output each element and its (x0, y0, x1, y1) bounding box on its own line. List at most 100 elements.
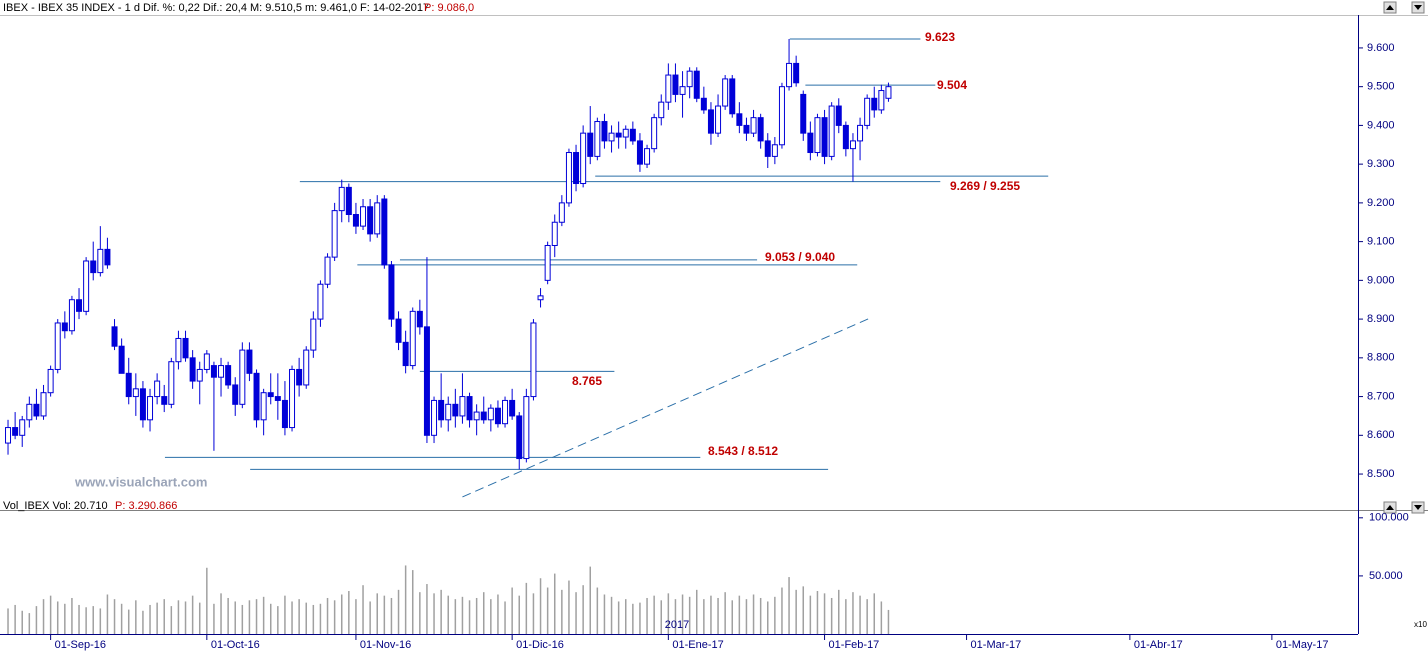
y-tick-label: 100.000 (1369, 512, 1409, 524)
candle-body (700, 97, 707, 111)
candle-body (374, 202, 381, 235)
candle-body (743, 124, 750, 134)
volume-bar (589, 566, 591, 634)
candle-body (76, 299, 83, 312)
candle-body (715, 105, 722, 134)
candle-body (12, 427, 19, 436)
candle-body (225, 365, 232, 386)
volume-bar (745, 599, 748, 634)
volume-bar (42, 599, 45, 634)
volume-bar (262, 596, 265, 634)
volume-axis-note: x10 (1414, 620, 1427, 629)
candle-body (871, 97, 878, 111)
volume-bar (525, 582, 528, 634)
candle-body (835, 105, 842, 126)
candle-body (54, 322, 61, 370)
candle-body (104, 248, 111, 266)
volume-bar (774, 596, 776, 634)
volume-bar (674, 599, 677, 634)
y-tick-label: 8.600 (1367, 429, 1395, 441)
scroll-up-icon (1386, 5, 1394, 10)
volume-bar (454, 599, 457, 634)
candle-body (111, 326, 118, 347)
candle-body (523, 396, 530, 460)
candle-body (658, 101, 665, 119)
candle-body (5, 427, 12, 444)
volume-bar (291, 601, 293, 634)
volume-bar (752, 594, 755, 634)
volume-bar (404, 565, 407, 634)
volume-bar (482, 592, 485, 634)
x-tick-label: 01-Nov-16 (360, 639, 411, 651)
volume-bar (653, 595, 655, 634)
candle-body (139, 388, 146, 421)
candle-body (402, 341, 409, 367)
volume-bar (859, 595, 861, 634)
candle-body (438, 399, 445, 421)
volume-bar (426, 584, 428, 634)
candle-body (665, 74, 672, 103)
volume-bar (277, 606, 279, 634)
candle-body (722, 78, 729, 107)
candle-body (594, 121, 601, 157)
volume-bar (362, 585, 364, 634)
candle-body (395, 318, 402, 343)
candle-body (83, 260, 90, 312)
volume-bar (227, 597, 229, 634)
candle-body (672, 74, 679, 95)
level-label: 9.623 (925, 30, 955, 44)
volume-bar (845, 599, 847, 634)
candle-body (154, 380, 161, 398)
volume-bar (795, 589, 797, 634)
volume-bar (376, 593, 378, 634)
volume-bar (561, 589, 563, 634)
volume-bar (127, 609, 130, 634)
volume-bar (866, 599, 868, 634)
candle-body (693, 70, 700, 99)
level-label: 8.543 / 8.512 (708, 444, 778, 458)
candle-body (878, 90, 885, 111)
candle-body (573, 152, 580, 185)
candle-body (644, 148, 651, 165)
volume-bar (433, 593, 435, 634)
volume-bar (475, 597, 478, 634)
volume-bar (575, 592, 577, 634)
volume-bar (497, 594, 499, 634)
candle-body (274, 396, 281, 401)
y-tick-label: 9.500 (1367, 81, 1395, 93)
volume-bar (248, 600, 251, 634)
candle-body (189, 357, 196, 382)
volume-bar (696, 589, 698, 634)
candle-body (459, 396, 466, 417)
candle-body (800, 93, 807, 134)
y-tick-label: 9.000 (1367, 274, 1395, 286)
volume-bar (539, 578, 542, 634)
volume-bar (355, 599, 357, 634)
volume-bar (738, 595, 741, 634)
volume-bar (220, 593, 222, 634)
candle-body (778, 86, 785, 146)
candle-body (296, 368, 303, 386)
candle-body (210, 365, 217, 378)
candle-body (97, 248, 104, 274)
candle-body (757, 117, 764, 142)
volume-bar (617, 601, 620, 634)
candle-body (338, 186, 345, 212)
candle-body (679, 86, 686, 95)
volume-bar (632, 603, 634, 634)
volume-bar (553, 573, 556, 634)
candle-body (352, 214, 359, 227)
candle-body (821, 117, 828, 157)
candle-body (345, 186, 352, 216)
candle-body (601, 121, 608, 142)
volume-bar (610, 596, 613, 634)
level-label: 9.504 (937, 78, 967, 92)
volume-bar (788, 577, 790, 634)
candle-body (281, 399, 288, 429)
volume-bar (511, 587, 513, 634)
candle-body (580, 132, 587, 185)
x-tick-label: 01-Feb-17 (829, 639, 880, 651)
candle-body (544, 244, 551, 281)
candle-body (267, 392, 274, 398)
candle-body (68, 299, 75, 332)
